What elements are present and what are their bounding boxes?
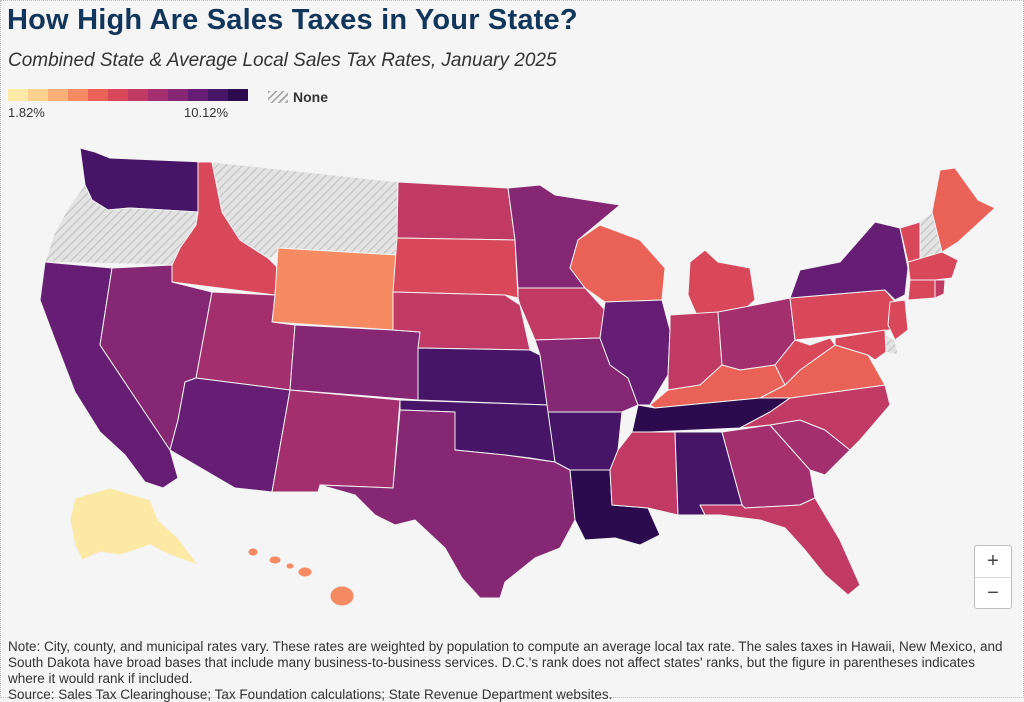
state-ME[interactable] bbox=[931, 167, 996, 253]
legend-swatch bbox=[108, 89, 128, 101]
state-NY[interactable] bbox=[789, 221, 909, 301]
legend-swatch bbox=[128, 89, 148, 101]
state-NC[interactable] bbox=[739, 384, 891, 451]
legend-swatch bbox=[28, 89, 48, 101]
legend-color-scale bbox=[8, 89, 248, 101]
legend-swatch bbox=[68, 89, 88, 101]
hatch-swatch-icon bbox=[268, 91, 288, 103]
legend-swatch bbox=[88, 89, 108, 101]
legend-swatch bbox=[8, 89, 28, 101]
state-AZ[interactable] bbox=[169, 377, 291, 493]
legend-max-label: 10.12% bbox=[184, 105, 229, 120]
state-IA[interactable] bbox=[517, 287, 606, 341]
state-FL[interactable] bbox=[699, 497, 861, 596]
page-subtitle: Combined State & Average Local Sales Tax… bbox=[8, 50, 557, 71]
state-NM[interactable] bbox=[271, 389, 401, 493]
state-NJ[interactable] bbox=[887, 299, 909, 341]
source-line: Source: Sales Tax Clearinghouse; Tax Fou… bbox=[8, 687, 613, 702]
state-WY[interactable] bbox=[271, 247, 398, 331]
state-RI[interactable] bbox=[934, 279, 946, 299]
footnote: Note: City, county, and municipal rates … bbox=[8, 639, 1003, 686]
state-IL[interactable] bbox=[599, 299, 671, 406]
state-MI[interactable] bbox=[687, 249, 756, 319]
zoom-controls: + − bbox=[974, 545, 1012, 609]
zoom-out-button[interactable]: − bbox=[987, 582, 999, 604]
state-TX[interactable] bbox=[319, 409, 576, 599]
state-SD[interactable] bbox=[392, 237, 519, 299]
zoom-in-button[interactable]: + bbox=[975, 546, 1011, 578]
color-legend: 1.82% 10.12% bbox=[8, 89, 248, 120]
state-CT[interactable] bbox=[907, 279, 936, 301]
state-AK[interactable] bbox=[69, 487, 199, 566]
state-MD[interactable] bbox=[834, 329, 887, 361]
state-AR[interactable] bbox=[547, 411, 623, 471]
state-WA[interactable] bbox=[79, 147, 206, 213]
legend-swatch bbox=[228, 89, 248, 101]
state-ND[interactable] bbox=[396, 181, 516, 241]
page-title: How High Are Sales Taxes in Your State? bbox=[7, 4, 578, 36]
state-CO[interactable] bbox=[289, 324, 421, 401]
state-WV[interactable] bbox=[774, 337, 836, 386]
legend-swatch bbox=[48, 89, 68, 101]
legend-min-label: 1.82% bbox=[8, 105, 45, 120]
legend-swatch bbox=[188, 89, 208, 101]
state-HI[interactable] bbox=[247, 547, 355, 607]
legend-none-item: None bbox=[268, 89, 328, 105]
legend-none-label: None bbox=[293, 89, 328, 105]
state-KS[interactable] bbox=[417, 347, 549, 406]
legend-swatch bbox=[168, 89, 188, 101]
state-MS[interactable] bbox=[609, 431, 679, 516]
legend-swatch bbox=[208, 89, 228, 101]
legend-swatch bbox=[148, 89, 168, 101]
